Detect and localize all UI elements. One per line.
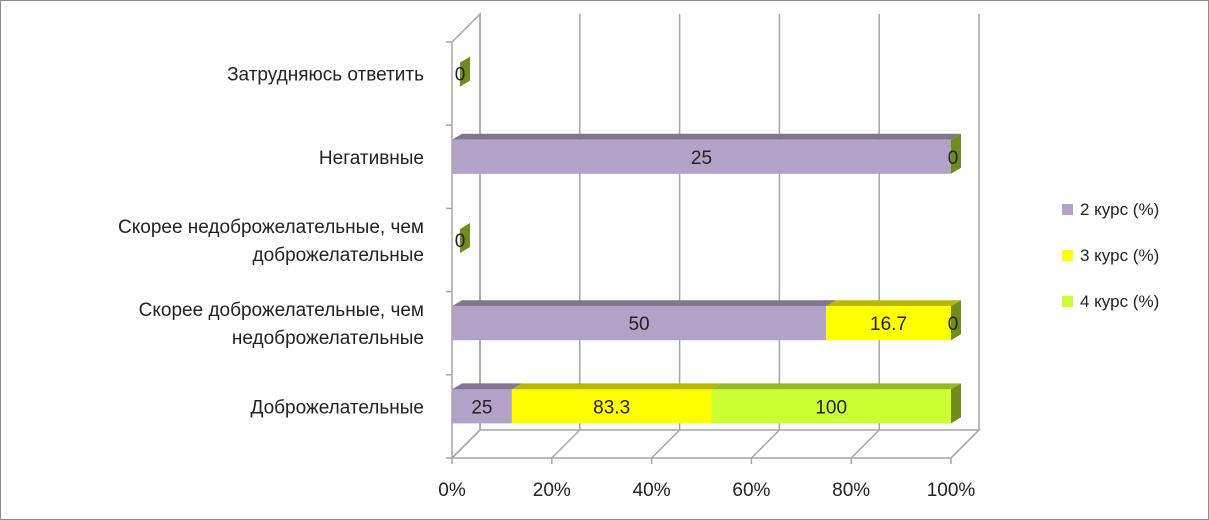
bar-4-kurs <box>711 389 951 424</box>
bar-2-kurs <box>452 306 827 341</box>
bar-end <box>951 383 961 424</box>
data-label: 25 <box>471 397 492 418</box>
legend-swatch <box>1062 250 1073 261</box>
bar-top <box>711 383 961 390</box>
bar-top <box>511 383 722 390</box>
bar-sliver <box>460 56 470 87</box>
category-labels: Доброжелательные Скорее доброжелательные,… <box>118 65 424 419</box>
bar-2-kurs <box>452 139 951 174</box>
bar-sliver <box>460 223 470 253</box>
bar-2-kurs <box>452 389 512 424</box>
category-label: Затрудняюсь ответить <box>227 65 424 86</box>
data-label: 0 <box>455 65 466 86</box>
x-tick-label: 60% <box>732 480 770 501</box>
category-label: Доброжелательные <box>251 397 424 418</box>
data-label: 0 <box>948 314 959 335</box>
x-tick-label: 100% <box>927 480 976 501</box>
category-label: недоброжелательные <box>232 328 424 349</box>
legend-label: 4 курс (%) <box>1080 292 1159 311</box>
bars <box>452 56 961 424</box>
data-label: 50 <box>628 314 649 335</box>
bar-end <box>951 133 961 174</box>
category-label: Негативные <box>319 148 424 169</box>
gridline <box>950 14 980 459</box>
data-label: 16.7 <box>870 314 907 335</box>
bar-top <box>452 300 837 307</box>
bar-top <box>452 133 961 140</box>
bar-3-kurs <box>826 306 951 341</box>
legend-swatch <box>1062 296 1073 307</box>
legend-label: 3 курс (%) <box>1080 246 1159 265</box>
bar-end <box>951 300 961 341</box>
legend-swatch <box>1062 204 1073 215</box>
x-tick-label: 80% <box>832 480 870 501</box>
bar-top <box>452 383 522 390</box>
x-tick-label: 40% <box>633 480 671 501</box>
bar-top <box>826 300 961 307</box>
category-label: доброжелательные <box>253 245 424 266</box>
data-label: 83.3 <box>593 397 630 418</box>
category-label: Скорее доброжелательные, чем <box>139 300 424 321</box>
legend: 2 курс (%) 3 курс (%) 4 курс (%) <box>1062 200 1159 311</box>
x-tick-label: 20% <box>533 480 571 501</box>
bar-3-kurs <box>511 389 712 424</box>
floor <box>450 429 981 459</box>
category-label: Скорее недоброжелательные, чем <box>118 217 424 238</box>
data-label: 0 <box>948 148 959 169</box>
data-label: 0 <box>455 231 466 252</box>
legend-label: 2 курс (%) <box>1080 200 1159 219</box>
x-tick-label: 0% <box>438 480 466 501</box>
data-label: 100 <box>815 397 847 418</box>
data-labels: 25 83.3 100 50 16.7 0 0 25 0 0 <box>455 65 959 419</box>
data-label: 25 <box>691 148 712 169</box>
x-tick-labels: 0% 20% 40% 60% 80% 100% <box>438 480 975 501</box>
